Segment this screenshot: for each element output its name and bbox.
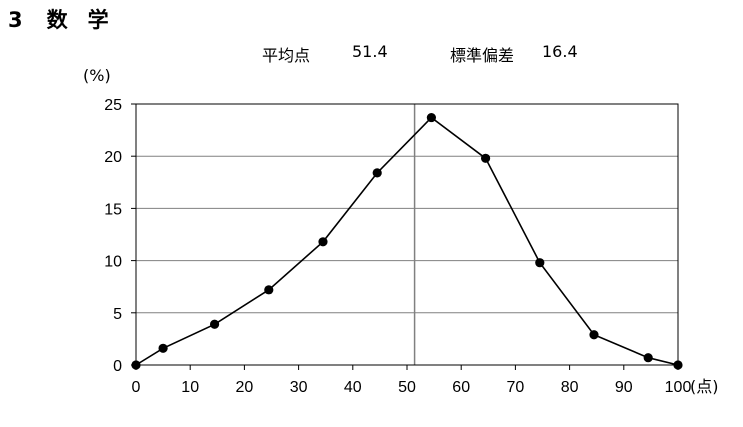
- data-point-0: [131, 360, 141, 370]
- axis-layer: [131, 103, 679, 370]
- y-tick-label-15: 15: [104, 201, 122, 218]
- mean-value: 51.4: [352, 42, 388, 61]
- y-tick-label-10: 10: [104, 254, 122, 271]
- grid-layer: [136, 104, 678, 365]
- series-line: [135, 116, 679, 366]
- x-tick-label-30: 30: [290, 379, 308, 396]
- x-tick-label-70: 70: [507, 379, 525, 396]
- data-point-3: [264, 285, 274, 295]
- x-tick-label-0: 0: [132, 379, 141, 396]
- x-axis-unit-label: (点): [690, 377, 719, 396]
- data-point-11: [673, 360, 683, 370]
- data-point-7: [480, 153, 491, 163]
- data-point-4: [318, 237, 328, 247]
- y-tick-label-0: 0: [113, 358, 122, 375]
- sd-value: 16.4: [542, 42, 578, 61]
- data-point-10: [643, 353, 653, 363]
- y-axis-unit-label: (%): [83, 66, 111, 85]
- data-point-9: [589, 330, 599, 340]
- series-layer: [131, 112, 683, 370]
- data-point-1: [158, 343, 168, 353]
- x-tick-label-40: 40: [344, 379, 362, 396]
- x-tick-label-10: 10: [181, 379, 199, 396]
- section-title-part1: 数: [46, 8, 70, 32]
- y-tick-label-20: 20: [104, 149, 122, 166]
- label-layer: 0 5 10 15 20 25 0 10 20 30 40 50 60 70 80 90 100(点): [104, 97, 718, 396]
- sd-label: 標準偏差: [450, 46, 515, 65]
- x-tick-label-20: 20: [236, 379, 254, 396]
- x-tick-label-80: 80: [561, 379, 579, 396]
- x-tick-label-50: 50: [398, 379, 416, 396]
- y-tick-label-5: 5: [113, 306, 122, 323]
- data-point-8: [535, 258, 545, 268]
- section-title-part2: 学: [87, 8, 111, 32]
- x-tick-label-100: 100: [665, 379, 692, 396]
- y-tick-label-25: 25: [104, 97, 122, 114]
- data-point-5: [372, 168, 382, 178]
- data-point-6: [426, 112, 436, 123]
- data-point-2: [209, 319, 220, 329]
- section-number: 3: [8, 8, 25, 32]
- mean-label: 平均点: [262, 46, 311, 65]
- x-tick-label-90: 90: [615, 379, 633, 396]
- x-tick-label-60: 60: [452, 379, 470, 396]
